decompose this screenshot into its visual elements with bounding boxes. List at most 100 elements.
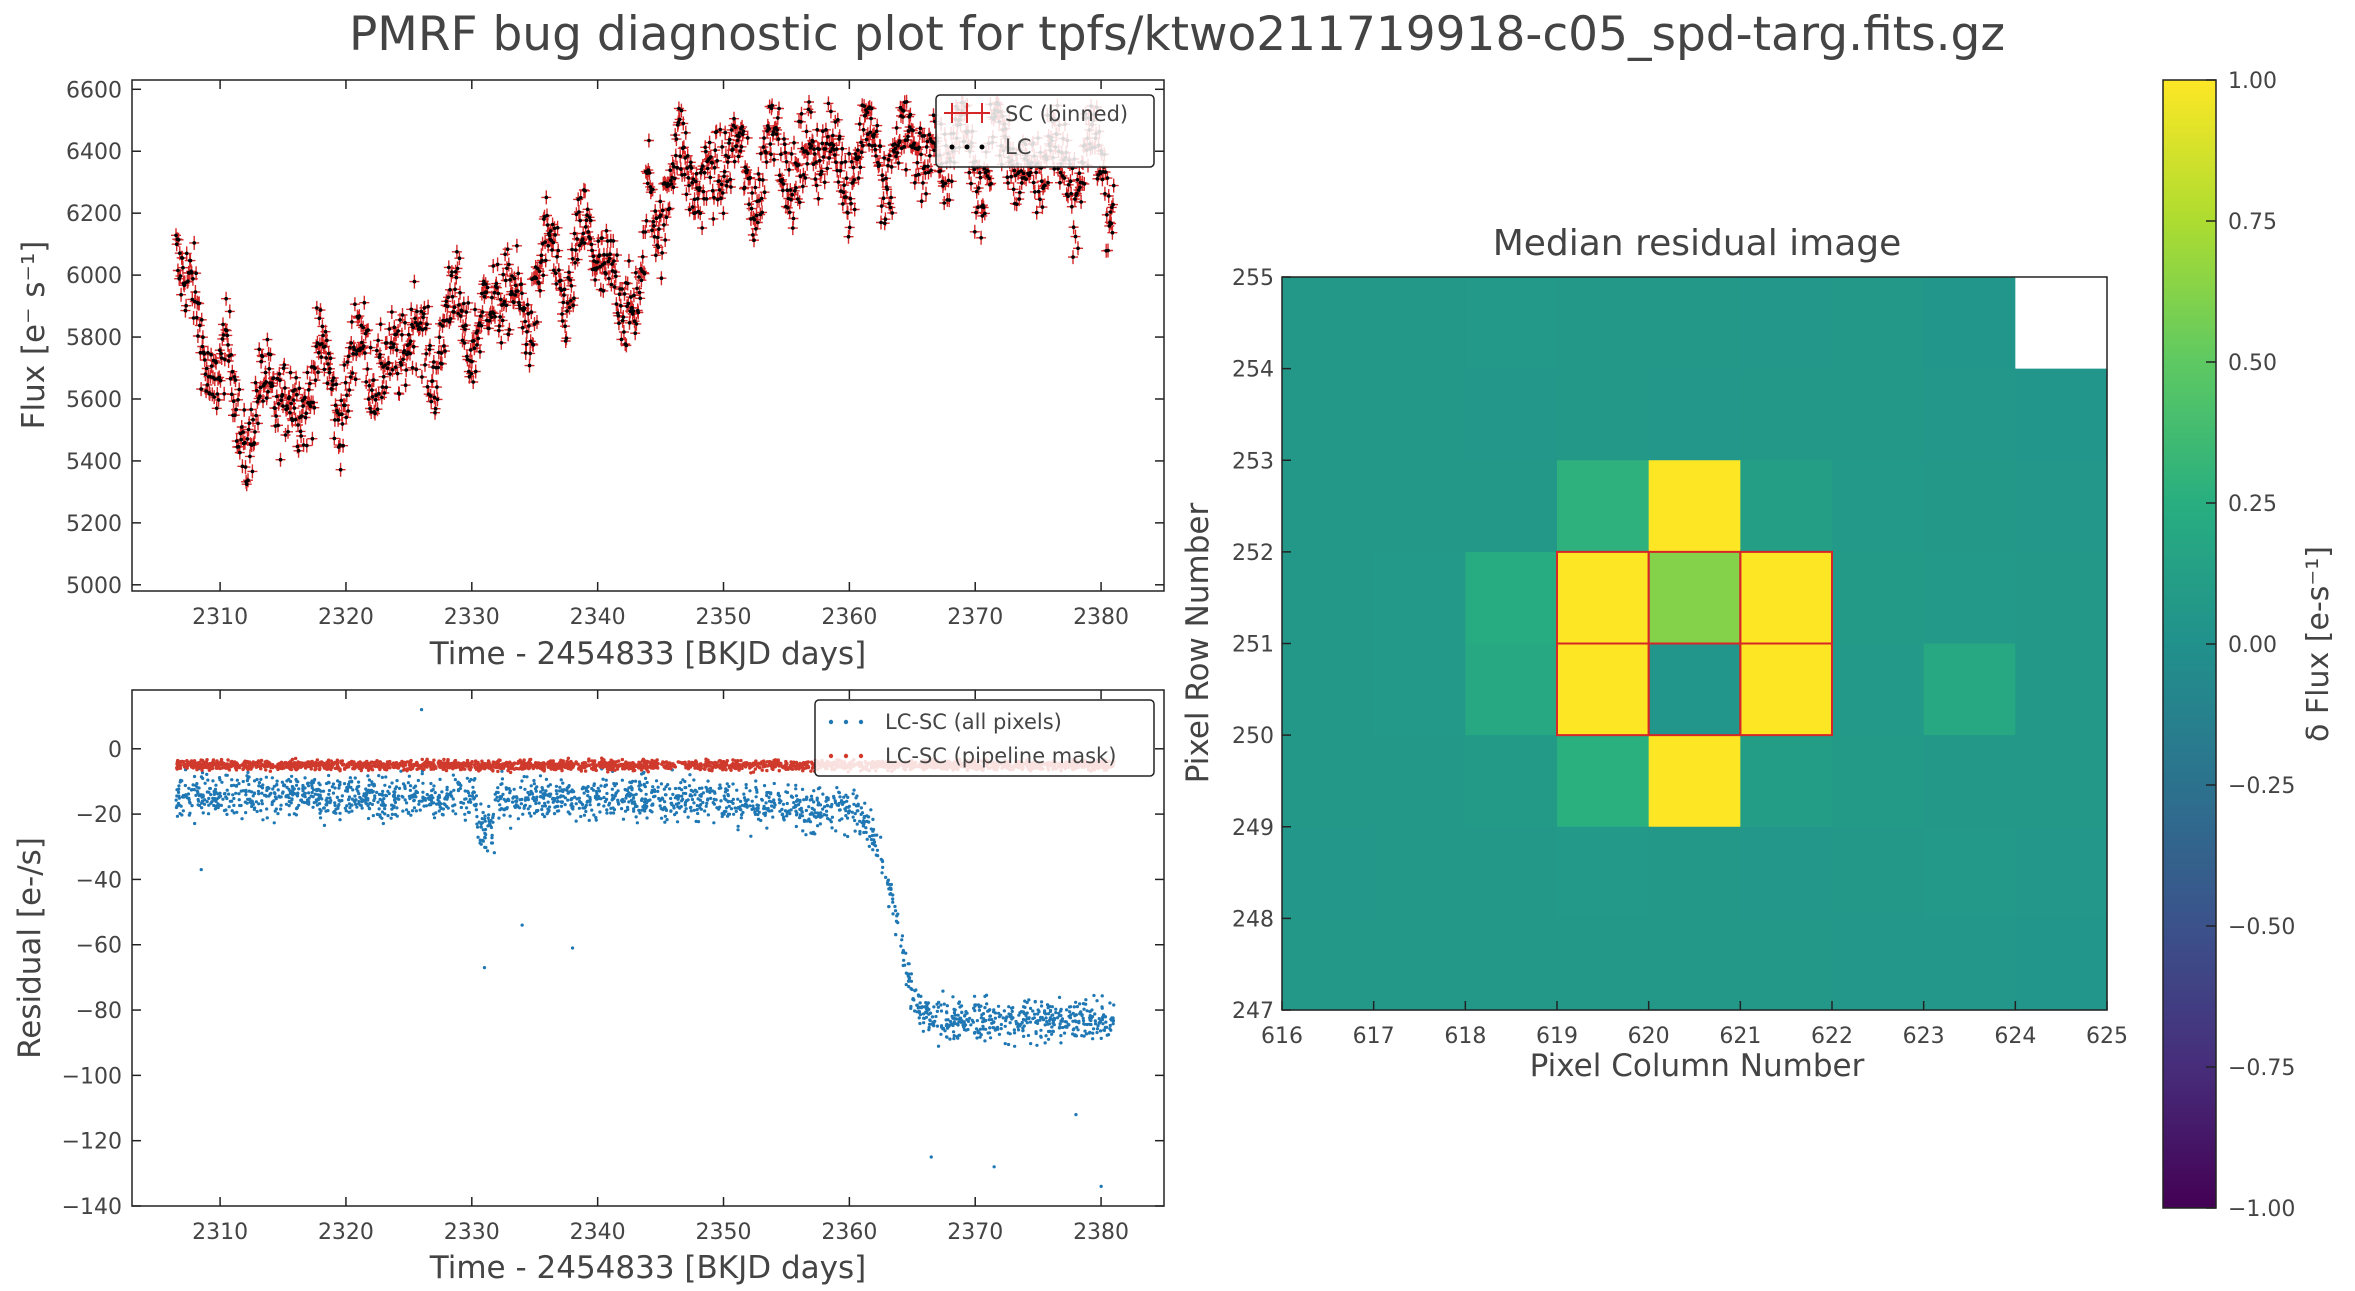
colorbar-tick-label: −0.50: [2228, 915, 2295, 940]
residual-pixel-617-252: [1373, 460, 1466, 553]
colorbar-label: δ Flux [e-s⁻¹]: [2301, 546, 2336, 742]
residual-ylabel: Residual [e-/s]: [12, 837, 48, 1059]
residual-pixel-624-247: [2015, 918, 2108, 1011]
image-ytick-label: 249: [1232, 816, 1274, 841]
all-pixels-points: [174, 708, 1116, 1188]
residual-pixel-623-250: [1923, 643, 2016, 736]
residual-pixel-621-250: [1740, 643, 1833, 736]
flux-axes-frame: [131, 79, 1165, 592]
flux-ytick-label: 5000: [66, 574, 122, 599]
residual-xtick-label: 2370: [947, 1220, 1003, 1245]
residual-image-ticks: 616 617 618 619 620 621 622 623 624 625 247 248 249 2…: [1232, 266, 2128, 1049]
residual-image-cells: [1282, 277, 2108, 1011]
residual-pixel-623-252: [1923, 460, 2016, 553]
residual-pixel-616-250: [1282, 643, 1375, 736]
flux-ytick-label: 5200: [66, 512, 122, 537]
residual-pixel-623-247: [1923, 918, 2016, 1011]
residual-pixel-624-252: [2015, 460, 2108, 553]
residual-pixel-621-254: [1740, 277, 1833, 370]
residual-pixel-620-251: [1648, 551, 1741, 645]
residual-ytick-label: −80: [76, 999, 122, 1024]
residual-ytick-label: −100: [62, 1064, 122, 1089]
residual-pixel-618-248: [1465, 826, 1558, 919]
residual-xlabel: Time - 2454833 [BKJD days]: [429, 1250, 867, 1286]
residual-ytick-label: −120: [62, 1130, 122, 1155]
residual-axes-frame: [131, 689, 1165, 1207]
image-xtick-label: 620: [1628, 1024, 1670, 1049]
flux-ytick-label: 5800: [66, 326, 122, 351]
residual-pixel-622-251: [1832, 551, 1925, 645]
colorbar-tick-label: −0.75: [2228, 1056, 2295, 1081]
flux-ytick-label: 6600: [66, 78, 122, 103]
residual-pixel-622-248: [1832, 826, 1925, 919]
residual-pixel-620-247: [1648, 918, 1741, 1011]
flux-legend: SC (binned) LC: [935, 94, 1155, 168]
flux-ytick-label: 6200: [66, 202, 122, 227]
residual-xtick-label: 2360: [821, 1220, 877, 1245]
image-xtick-label: 625: [2086, 1024, 2128, 1049]
image-ytick-label: 247: [1232, 999, 1274, 1024]
residual-pixel-616-252: [1282, 460, 1375, 553]
flux-xtick-label: 2360: [821, 605, 877, 630]
colorbar-tick-label: −1.00: [2228, 1197, 2295, 1222]
residual-xtick-label: 2320: [318, 1220, 374, 1245]
residual-pixel-624-249: [2015, 735, 2108, 828]
flux-legend-box: [935, 94, 1155, 168]
flux-ylabel: Flux [e⁻ s⁻¹]: [16, 241, 52, 430]
residual-image-ylabel: Pixel Row Number: [1180, 503, 1216, 784]
residual-ticks: 2310 2320 2330 2340 2350 2360 2370 2380 0 −20 −40 −…: [62, 690, 1164, 1245]
residual-pixel-620-248: [1648, 826, 1741, 919]
colorbar-tick-label: 0.00: [2228, 633, 2277, 658]
residual-pixel-618-247: [1465, 918, 1558, 1011]
pipeline-mask-outlines: [1556, 550, 1833, 737]
image-xtick-label: 624: [1994, 1024, 2036, 1049]
residual-pixel-623-248: [1923, 826, 2016, 919]
flux-xlabel: Time - 2454833 [BKJD days]: [429, 636, 867, 672]
colorbar-tick-label: 0.50: [2228, 351, 2277, 376]
residual-pixel-622-247: [1832, 918, 1925, 1011]
residual-pixel-621-247: [1740, 918, 1833, 1011]
residual-ytick-label: −20: [76, 803, 122, 828]
legend-sc-binned-label: SC (binned): [1005, 102, 1128, 126]
image-ytick-label: 252: [1232, 541, 1274, 566]
residual-pixel-623-251: [1923, 551, 2016, 645]
residual-pixel-621-249: [1740, 735, 1833, 828]
residual-pixel-622-252: [1832, 460, 1925, 553]
residual-pixel-621-253: [1740, 368, 1833, 461]
residual-pixel-616-248: [1282, 826, 1375, 919]
image-ytick-label: 251: [1232, 633, 1274, 658]
residual-xtick-label: 2340: [570, 1220, 626, 1245]
residual-pixel-616-254: [1282, 277, 1375, 370]
flux-ytick-label: 5600: [66, 388, 122, 413]
image-ytick-label: 254: [1232, 358, 1274, 383]
image-ytick-label: 253: [1232, 449, 1274, 474]
flux-xtick-label: 2350: [696, 605, 752, 630]
residual-pixel-619-249: [1557, 735, 1650, 828]
residual-pixel-617-248: [1373, 826, 1466, 919]
residual-legend-box: [814, 699, 1155, 777]
image-xtick-label: 616: [1261, 1024, 1303, 1049]
residual-pixel-618-252: [1465, 460, 1558, 553]
residual-legend: LC-SC (all pixels) LC-SC (pipeline mask): [814, 699, 1155, 777]
residual-pixel-619-250: [1557, 643, 1650, 736]
flux-xtick-label: 2310: [192, 605, 248, 630]
residual-ytick-label: −60: [76, 934, 122, 959]
residual-pixel-618-250: [1465, 643, 1558, 736]
residual-pixel-616-253: [1282, 368, 1375, 461]
residual-pixel-624-253: [2015, 368, 2108, 461]
colorbar-ticks: 1.00 0.75 0.50 0.25 0.00 −0.25 −0.50 −0.75 −1.00: [2206, 69, 2295, 1222]
residual-xtick-label: 2350: [696, 1220, 752, 1245]
residual-pixel-622-249: [1832, 735, 1925, 828]
residual-pixel-624-248: [2015, 826, 2108, 919]
legend-sc-binned-marker: [944, 103, 990, 123]
residual-pixel-619-253: [1557, 368, 1650, 461]
image-xtick-label: 619: [1536, 1024, 1578, 1049]
residual-pixel-620-253: [1648, 368, 1741, 461]
residual-pixel-621-252: [1740, 460, 1833, 553]
flux-xtick-label: 2380: [1073, 605, 1129, 630]
legend-all-pixels-label: LC-SC (all pixels): [885, 710, 1062, 734]
residual-xtick-label: 2330: [444, 1220, 500, 1245]
residual-pixel-617-251: [1373, 551, 1466, 645]
residual-pixel-616-249: [1282, 735, 1375, 828]
